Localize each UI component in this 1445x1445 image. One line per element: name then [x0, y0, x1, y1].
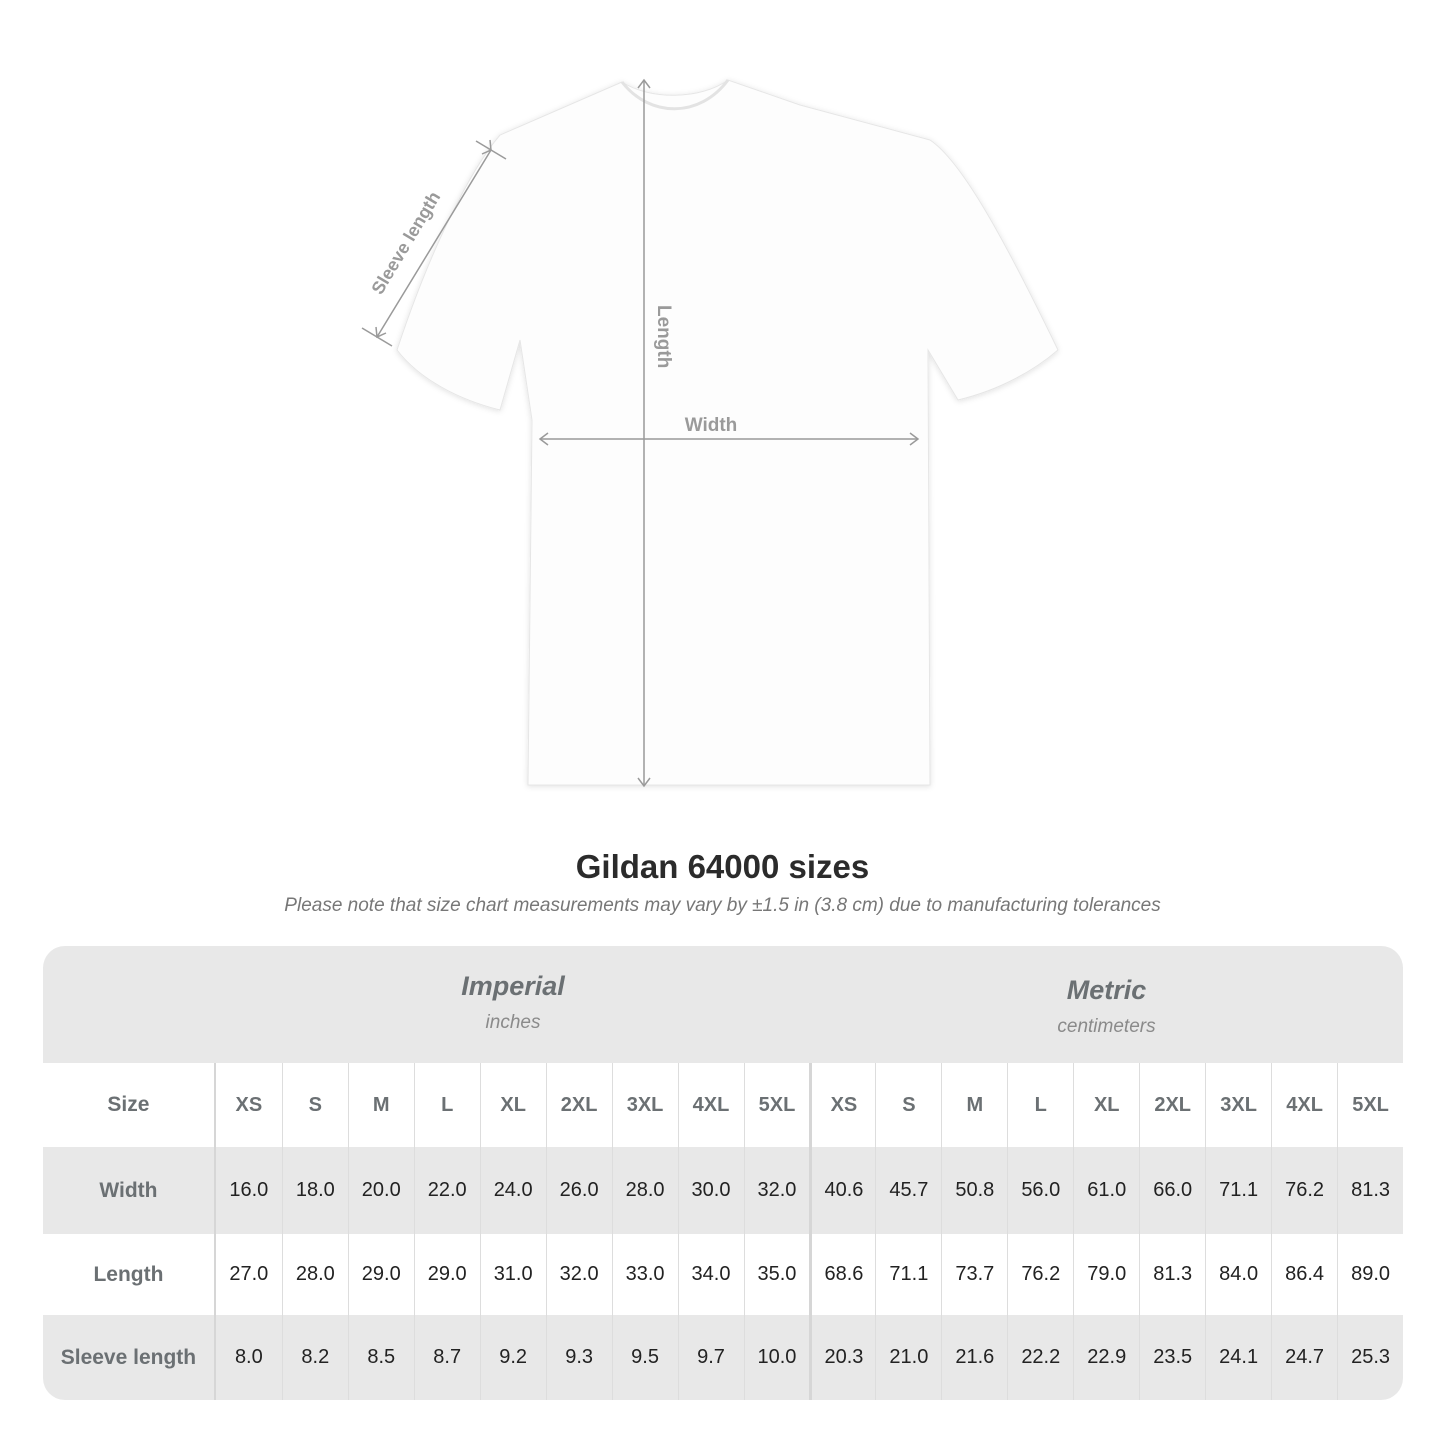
size-header-cell: 3XL	[611, 1063, 678, 1147]
measurement-cell: 24.7	[1271, 1315, 1337, 1400]
row-label: Length	[43, 1234, 216, 1315]
measurement-cell: 34.0	[677, 1234, 744, 1315]
measurement-cell: 10.0	[743, 1315, 810, 1400]
measurement-cell: 61.0	[1073, 1147, 1139, 1234]
measurement-cell: 73.7	[941, 1234, 1007, 1315]
measurement-cell: 18.0	[281, 1147, 348, 1234]
measurement-cell: 8.5	[347, 1315, 414, 1400]
size-header-cell: S	[875, 1063, 941, 1147]
measurement-cell: 9.2	[479, 1315, 546, 1400]
tshirt-shape	[396, 79, 1059, 786]
size-header-cell: XS	[809, 1063, 875, 1147]
width-label: Width	[685, 415, 738, 436]
size-header-cell: 4XL	[1271, 1063, 1337, 1147]
measurement-cell: 86.4	[1271, 1234, 1337, 1315]
measurement-cell: 22.0	[413, 1147, 480, 1234]
size-header-cell: 2XL	[1139, 1063, 1205, 1147]
measurement-cell: 45.7	[875, 1147, 941, 1234]
size-header-cell: S	[281, 1063, 348, 1147]
measurement-cell: 9.7	[677, 1315, 744, 1400]
size-header-cell: 3XL	[1205, 1063, 1271, 1147]
measurement-cell: 8.0	[234, 1346, 263, 1368]
measurement-cell: 28.0	[281, 1234, 348, 1315]
measurement-cell: 23.5	[1139, 1315, 1205, 1400]
size-header-cell: L	[413, 1063, 480, 1147]
size-header-cell: 5XL	[743, 1063, 810, 1147]
table-row: Width 16.0 18.0 20.0 22.0 24.0 26.0 28.0 30.0 32.…	[43, 1147, 1403, 1234]
measurement-cell: 20.3	[809, 1315, 875, 1400]
size-header-cell: 4XL	[677, 1063, 744, 1147]
measurement-cell: 76.2	[1007, 1234, 1073, 1315]
measurement-cell: 81.3	[1139, 1234, 1205, 1315]
size-header-cell: XL	[479, 1063, 546, 1147]
imperial-title: Imperial	[461, 971, 565, 1001]
measurement-cell: 33.0	[611, 1234, 678, 1315]
measurement-cell: 71.1	[875, 1234, 941, 1315]
measurement-cell: 28.0	[611, 1147, 678, 1234]
tolerance-note: Please note that size chart measurements…	[284, 895, 1161, 916]
measurement-cell: 27.0	[229, 1263, 269, 1285]
size-header-cell: XL	[1073, 1063, 1139, 1147]
measurement-cell: 76.2	[1271, 1147, 1337, 1234]
measurement-cell: 16.0	[229, 1179, 269, 1201]
measurement-cell: 71.1	[1205, 1147, 1271, 1234]
measurement-cell: 30.0	[677, 1147, 744, 1234]
row-label: Size	[43, 1063, 216, 1147]
measurement-cell: 31.0	[479, 1234, 546, 1315]
imperial-unit: inches	[485, 1012, 541, 1033]
measurement-cell: 8.2	[281, 1315, 348, 1400]
measurement-cell: 24.0	[479, 1147, 546, 1234]
measurement-cell: 68.6	[809, 1234, 875, 1315]
measurement-cell: 84.0	[1205, 1234, 1271, 1315]
measurement-cell: 22.2	[1007, 1315, 1073, 1400]
imperial-header: Imperial inches	[216, 946, 810, 1088]
measurement-cell: 9.3	[545, 1315, 612, 1400]
size-header-row: Size XS S M L XL 2XL 3XL 4XL 5XL XS S M L XL 2XL 3XL 4XL 5…	[43, 1063, 1403, 1147]
size-table: Imperial inches Metric centimeters Size X…	[43, 946, 1403, 1400]
page-title: Gildan 64000 sizes	[575, 848, 870, 885]
measurement-cell: 26.0	[545, 1147, 612, 1234]
measurement-cell: 29.0	[347, 1234, 414, 1315]
row-label: Sleeve length	[43, 1315, 216, 1400]
measurement-cell: 32.0	[545, 1234, 612, 1315]
measurement-cell: 21.0	[875, 1315, 941, 1400]
measurement-cell: 25.3	[1337, 1315, 1403, 1400]
measurement-cell: 21.6	[941, 1315, 1007, 1400]
measurement-cell: 29.0	[413, 1234, 480, 1315]
measurement-cell: 32.0	[743, 1147, 810, 1234]
table-row: Length 27.0 28.0 29.0 29.0 31.0 32.0 33.0 34.0 35…	[43, 1234, 1403, 1315]
tshirt-diagram: Length Width Sleeve length	[361, 78, 1059, 788]
measurement-cell: 40.6	[809, 1147, 875, 1234]
length-label: Length	[653, 305, 674, 368]
measurement-cell: 89.0	[1337, 1234, 1403, 1315]
size-header-cell: M	[347, 1063, 414, 1147]
row-label: Width	[43, 1147, 216, 1234]
measurement-cell: 24.1	[1205, 1315, 1271, 1400]
metric-unit: centimeters	[1057, 1016, 1156, 1037]
measurement-cell: 56.0	[1007, 1147, 1073, 1234]
metric-header: Metric centimeters	[810, 946, 1403, 1092]
size-header-cell: 2XL	[545, 1063, 612, 1147]
size-header-cell: 5XL	[1337, 1063, 1403, 1147]
measurement-cell: 79.0	[1073, 1234, 1139, 1315]
size-header-cell: M	[941, 1063, 1007, 1147]
measurement-cell: 9.5	[611, 1315, 678, 1400]
measurement-cell: 22.9	[1073, 1315, 1139, 1400]
measurement-cell: 20.0	[347, 1147, 414, 1234]
measurement-cell: 81.3	[1337, 1147, 1403, 1234]
measurement-cell: 50.8	[941, 1147, 1007, 1234]
measurement-cell: 66.0	[1139, 1147, 1205, 1234]
measurement-cell: 8.7	[413, 1315, 480, 1400]
metric-title: Metric	[1066, 975, 1147, 1005]
measurement-cell: 35.0	[743, 1234, 810, 1315]
size-header-cell: L	[1007, 1063, 1073, 1147]
table-row: Sleeve length 8.0 8.2 8.5 8.7 9.2 9.3 9.5 9.7 10.…	[43, 1315, 1403, 1400]
size-header-cell: XS	[235, 1093, 263, 1116]
